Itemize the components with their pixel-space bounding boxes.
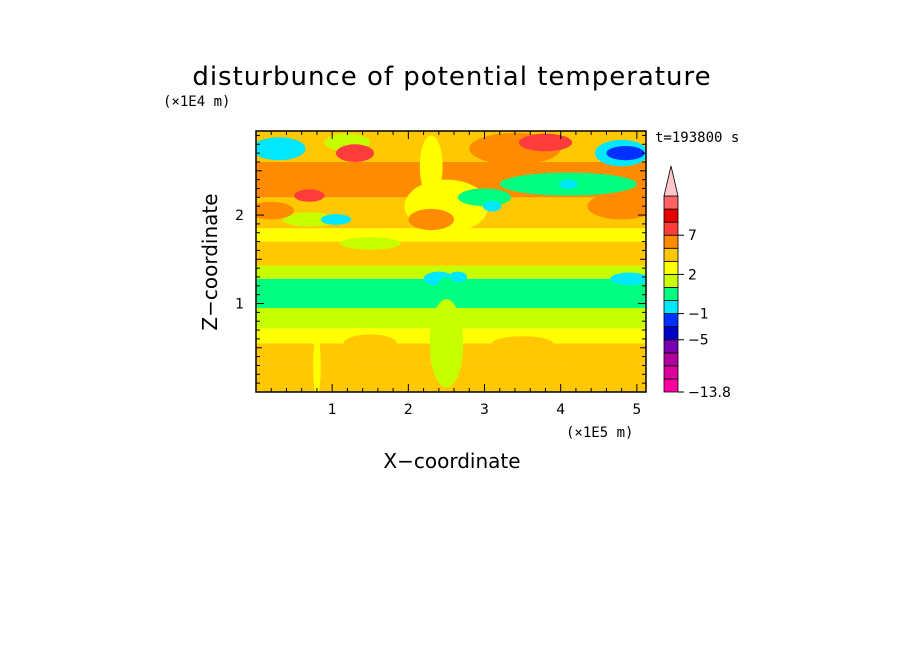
- contour-band-11: [256, 131, 646, 162]
- contour-cell-3: [335, 144, 375, 162]
- colorbar-swatch: [663, 365, 679, 380]
- colorbar-label: −5: [688, 333, 709, 349]
- colorbar-swatch: [663, 378, 679, 393]
- colorbar-swatch: [663, 247, 679, 262]
- contour-cell-25: [492, 336, 554, 351]
- x-unit-label: (×1E5 m): [566, 425, 633, 441]
- contour-cell-6: [320, 214, 352, 225]
- colorbar-swatch: [663, 234, 679, 249]
- colorbar: 7 2 −1 −5 −13.8: [663, 165, 731, 401]
- contour-band-6: [256, 265, 646, 279]
- x-tick-label: 4: [556, 402, 565, 418]
- y-unit-label: (×1E4 m): [163, 94, 230, 110]
- contour-cell-7: [339, 237, 401, 250]
- colorbar-swatch: [663, 287, 679, 301]
- contour-cell-24: [343, 334, 397, 353]
- colorbar-swatch: [663, 260, 679, 275]
- contour-cell-10: [457, 188, 512, 207]
- contour-cell-11: [482, 200, 502, 212]
- colorbar-label: −1: [688, 307, 709, 323]
- y-axis-label: Z−coordinate: [198, 193, 222, 330]
- contour-cell-21: [610, 272, 646, 285]
- colorbar-swatch: [663, 326, 679, 341]
- colorbar-label: 2: [688, 267, 697, 283]
- x-tick-label: 1: [328, 402, 337, 418]
- contour-cell-26: [564, 353, 634, 369]
- y-tick-label: 2: [235, 208, 244, 224]
- contour-band-7: [256, 241, 646, 266]
- x-axis-label: X−coordinate: [383, 449, 520, 473]
- chart-title: disturbunce of potential temperature: [192, 62, 711, 92]
- plot-area: [256, 131, 646, 392]
- colorbar-swatch: [663, 221, 679, 236]
- contour-cell-4: [294, 189, 325, 202]
- colorbar-swatch: [663, 208, 679, 223]
- contour-cell-29: [419, 135, 443, 198]
- contour-cell-9: [408, 208, 455, 231]
- colorbar-swatch: [663, 195, 679, 210]
- contour-cell-23: [429, 299, 464, 388]
- colorbar-extend-arrow: [663, 165, 679, 197]
- x-tick-label: 3: [480, 402, 489, 418]
- contour-cell-17: [606, 146, 645, 161]
- contour-cell-1: [282, 164, 336, 186]
- x-axis: 1 2 3 4 5: [255, 131, 641, 418]
- colorbar-label: −13.8: [688, 385, 731, 401]
- colorbar-swatch: [663, 339, 679, 354]
- colorbar-label: 7: [688, 228, 697, 244]
- contour-cell-5: [282, 212, 336, 227]
- colorbar-swatch: [663, 300, 679, 314]
- contour-cell-27: [316, 361, 363, 374]
- contour-cell-28: [313, 334, 321, 392]
- contour-cell-15: [559, 179, 578, 189]
- contour-cell-20: [448, 271, 467, 283]
- contour-cell-18: [587, 192, 646, 220]
- contour-cell-30: [256, 201, 295, 220]
- colorbar-swatch: [663, 313, 679, 328]
- time-label: t=193800 s: [655, 130, 739, 146]
- plot-frame: [255, 130, 647, 393]
- x-tick-label: 2: [404, 402, 413, 418]
- colorbar-swatch: [663, 352, 679, 367]
- y-tick-label: 1: [235, 297, 244, 313]
- y-axis: 12: [235, 134, 646, 393]
- colorbar-swatch: [663, 273, 679, 288]
- x-tick-label: 5: [632, 402, 641, 418]
- contour-cell-0: [256, 137, 306, 161]
- contour-cell-13: [518, 133, 573, 152]
